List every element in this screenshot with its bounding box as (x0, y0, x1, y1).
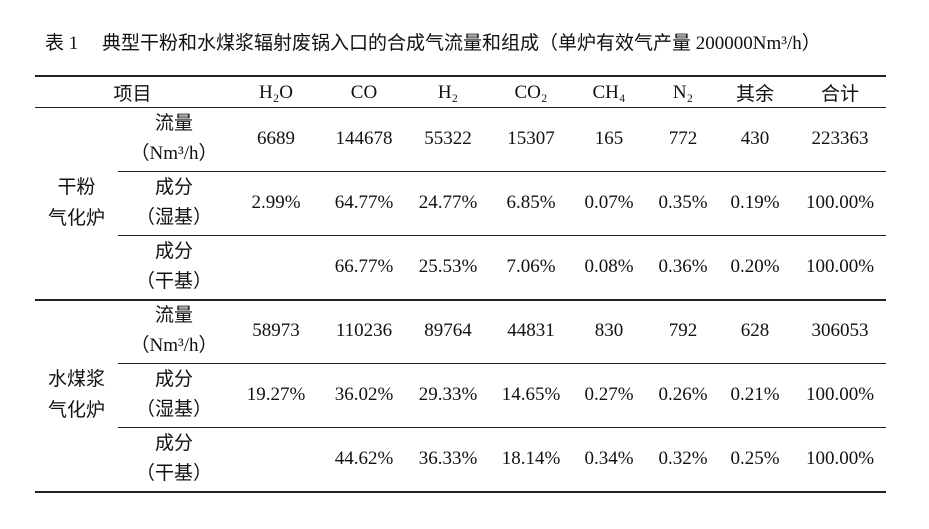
top-rule (35, 75, 886, 77)
cell: 144678 (335, 128, 393, 149)
row-rule (118, 363, 886, 364)
cell: 36.33% (418, 448, 478, 469)
cell: 628 (740, 320, 770, 341)
row-label-line: 成分 (154, 241, 193, 262)
row-label: 流量 （Nm³/h） (118, 299, 230, 363)
cell: 18.14% (501, 448, 561, 469)
group-rule (35, 299, 886, 301)
cell: 0.08% (584, 256, 634, 277)
row-label-line: （Nm³/h） (130, 143, 218, 164)
cell: 430 (740, 128, 770, 149)
cell: 0.32% (658, 448, 708, 469)
header-cell: H₂O (258, 81, 294, 103)
cell: 100.00% (805, 448, 875, 469)
cell: 6.85% (506, 192, 556, 213)
header-cell: H₂ (437, 81, 459, 103)
header-cell: N₂ (672, 81, 694, 103)
cell: 165 (594, 128, 624, 149)
header-cell: CH₄ (592, 81, 626, 103)
cell: 19.27% (246, 384, 306, 405)
row-label-line: （干基） (135, 463, 212, 484)
row-label-line: 流量 (154, 305, 193, 326)
cell: 14.65% (501, 384, 561, 405)
cell: 25.53% (418, 256, 478, 277)
bottom-rule (35, 491, 886, 493)
row-label-line: （干基） (135, 271, 212, 292)
cell: 66.77% (334, 256, 394, 277)
row-label-line: 成分 (154, 177, 193, 198)
cell: 100.00% (805, 192, 875, 213)
cell: 830 (594, 320, 624, 341)
header-cell: 其余 (735, 84, 774, 105)
cell: 44.62% (334, 448, 394, 469)
group-label: 干粉 气化炉 (35, 107, 118, 299)
cell: 0.36% (658, 256, 708, 277)
cell: 110236 (335, 320, 393, 341)
group-label-line: 气化炉 (47, 400, 105, 421)
cell: 772 (668, 128, 698, 149)
row-rule (118, 235, 886, 236)
cell: 306053 (811, 320, 869, 341)
group-label-line: 气化炉 (47, 208, 105, 229)
cell: 44831 (507, 320, 555, 341)
cell: 0.34% (584, 448, 634, 469)
row-label-line: 成分 (154, 433, 193, 454)
cell: 24.77% (418, 192, 478, 213)
row-label-line: （湿基） (135, 399, 212, 420)
cell: 58973 (252, 320, 300, 341)
row-label-line: （湿基） (135, 207, 212, 228)
header-cell: CO (350, 81, 378, 103)
cell: 36.02% (334, 384, 394, 405)
cell: 0.20% (730, 256, 780, 277)
cell: 89764 (424, 320, 472, 341)
row-label: 成分 （干基） (118, 427, 230, 491)
header-cell: 合计 (820, 84, 859, 105)
cell: 0.26% (658, 384, 708, 405)
row-rule (118, 171, 886, 172)
cell: 0.25% (730, 448, 780, 469)
cell: 64.77% (334, 192, 394, 213)
group-label-line: 水煤浆 (47, 369, 105, 390)
row-label: 流量 （Nm³/h） (118, 107, 230, 171)
cell: 0.19% (730, 192, 780, 213)
cell: 223363 (811, 128, 869, 149)
row-label: 成分 （湿基） (118, 171, 230, 235)
row-label: 成分 （湿基） (118, 363, 230, 427)
cell: 15307 (507, 128, 555, 149)
cell: 100.00% (805, 384, 875, 405)
caption-number: 表 1 (45, 33, 79, 54)
header-cell: CO₂ (514, 81, 548, 103)
cell: 0.21% (730, 384, 780, 405)
row-label-line: （Nm³/h） (130, 335, 218, 356)
cell: 0.27% (584, 384, 634, 405)
cell: 0.35% (658, 192, 708, 213)
cell: 2.99% (251, 192, 301, 213)
row-rule (118, 427, 886, 428)
row-label-line: 流量 (154, 113, 193, 134)
cell: 7.06% (506, 256, 556, 277)
row-label-line: 成分 (154, 369, 193, 390)
header-rule (35, 107, 886, 108)
cell: 0.07% (584, 192, 634, 213)
row-label: 成分 （干基） (118, 235, 230, 299)
caption-text: 典型干粉和水煤浆辐射废锅入口的合成气流量和组成（单炉有效气产量 200000Nm… (102, 33, 821, 54)
cell: 100.00% (805, 256, 875, 277)
cell: 6689 (257, 128, 295, 149)
group-label-line: 干粉 (57, 177, 96, 198)
group-label: 水煤浆 气化炉 (35, 299, 118, 491)
cell: 792 (668, 320, 698, 341)
header-cell: 项目 (113, 84, 152, 105)
cell: 29.33% (418, 384, 478, 405)
cell: 55322 (424, 128, 472, 149)
